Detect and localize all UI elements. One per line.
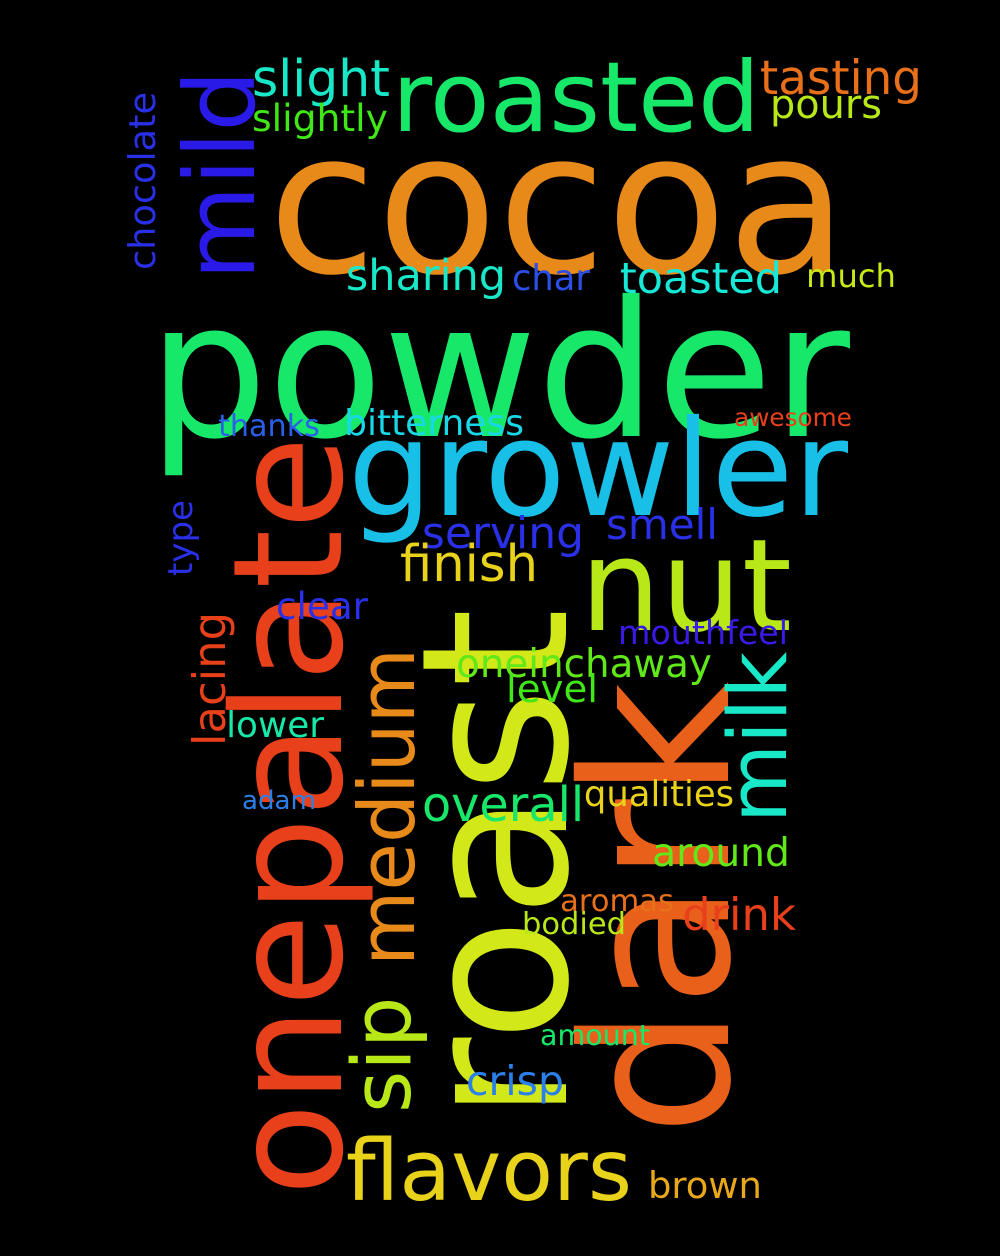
word-drink: drink: [682, 887, 796, 941]
word-crisp: crisp: [466, 1056, 564, 1105]
word-finish: finish: [400, 534, 539, 595]
word-amount: amount: [540, 1018, 650, 1052]
word-brown: brown: [648, 1163, 762, 1207]
word-around: around: [652, 831, 790, 877]
word-growler: growler: [347, 391, 849, 547]
word-slight: slight: [252, 48, 390, 108]
word-clear: clear: [276, 584, 369, 629]
word-awesome: awesome: [734, 402, 852, 432]
word-tasting: tasting: [759, 51, 923, 106]
word-powder: powder: [148, 261, 850, 481]
word-toasted: toasted: [619, 253, 783, 304]
word-bitterness: bitterness: [344, 403, 524, 444]
word-smell: smell: [606, 500, 718, 549]
word-mouthfeel: mouthfeel: [618, 613, 789, 653]
word-qualities: qualities: [583, 774, 735, 816]
word-overall: overall: [422, 778, 585, 834]
word-sharing: sharing: [345, 250, 507, 301]
word-aromas: aromas: [560, 883, 674, 919]
word-chocolate: chocolate: [120, 91, 164, 271]
word-nut: nut: [580, 512, 792, 662]
word-cocoa: cocoa: [268, 89, 848, 320]
word-adam: adam: [242, 786, 316, 816]
word-lower: lower: [226, 705, 324, 747]
word-roasted: roasted: [392, 41, 760, 155]
word-flavors: flavors: [345, 1120, 633, 1220]
word-char: char: [512, 258, 590, 300]
word-level: level: [506, 666, 598, 712]
word-medium: medium: [343, 647, 434, 966]
word-sip: sip: [336, 996, 431, 1114]
word-bodied: bodied: [522, 906, 626, 942]
word-pours: pours: [770, 82, 882, 129]
word-thanks: thanks: [218, 408, 320, 444]
word-much: much: [806, 256, 896, 295]
word-serving: serving: [421, 508, 585, 559]
word-slightly: slightly: [252, 96, 388, 141]
word-type: type: [161, 500, 201, 576]
word-oneinchaway: oneinchaway: [456, 641, 712, 687]
